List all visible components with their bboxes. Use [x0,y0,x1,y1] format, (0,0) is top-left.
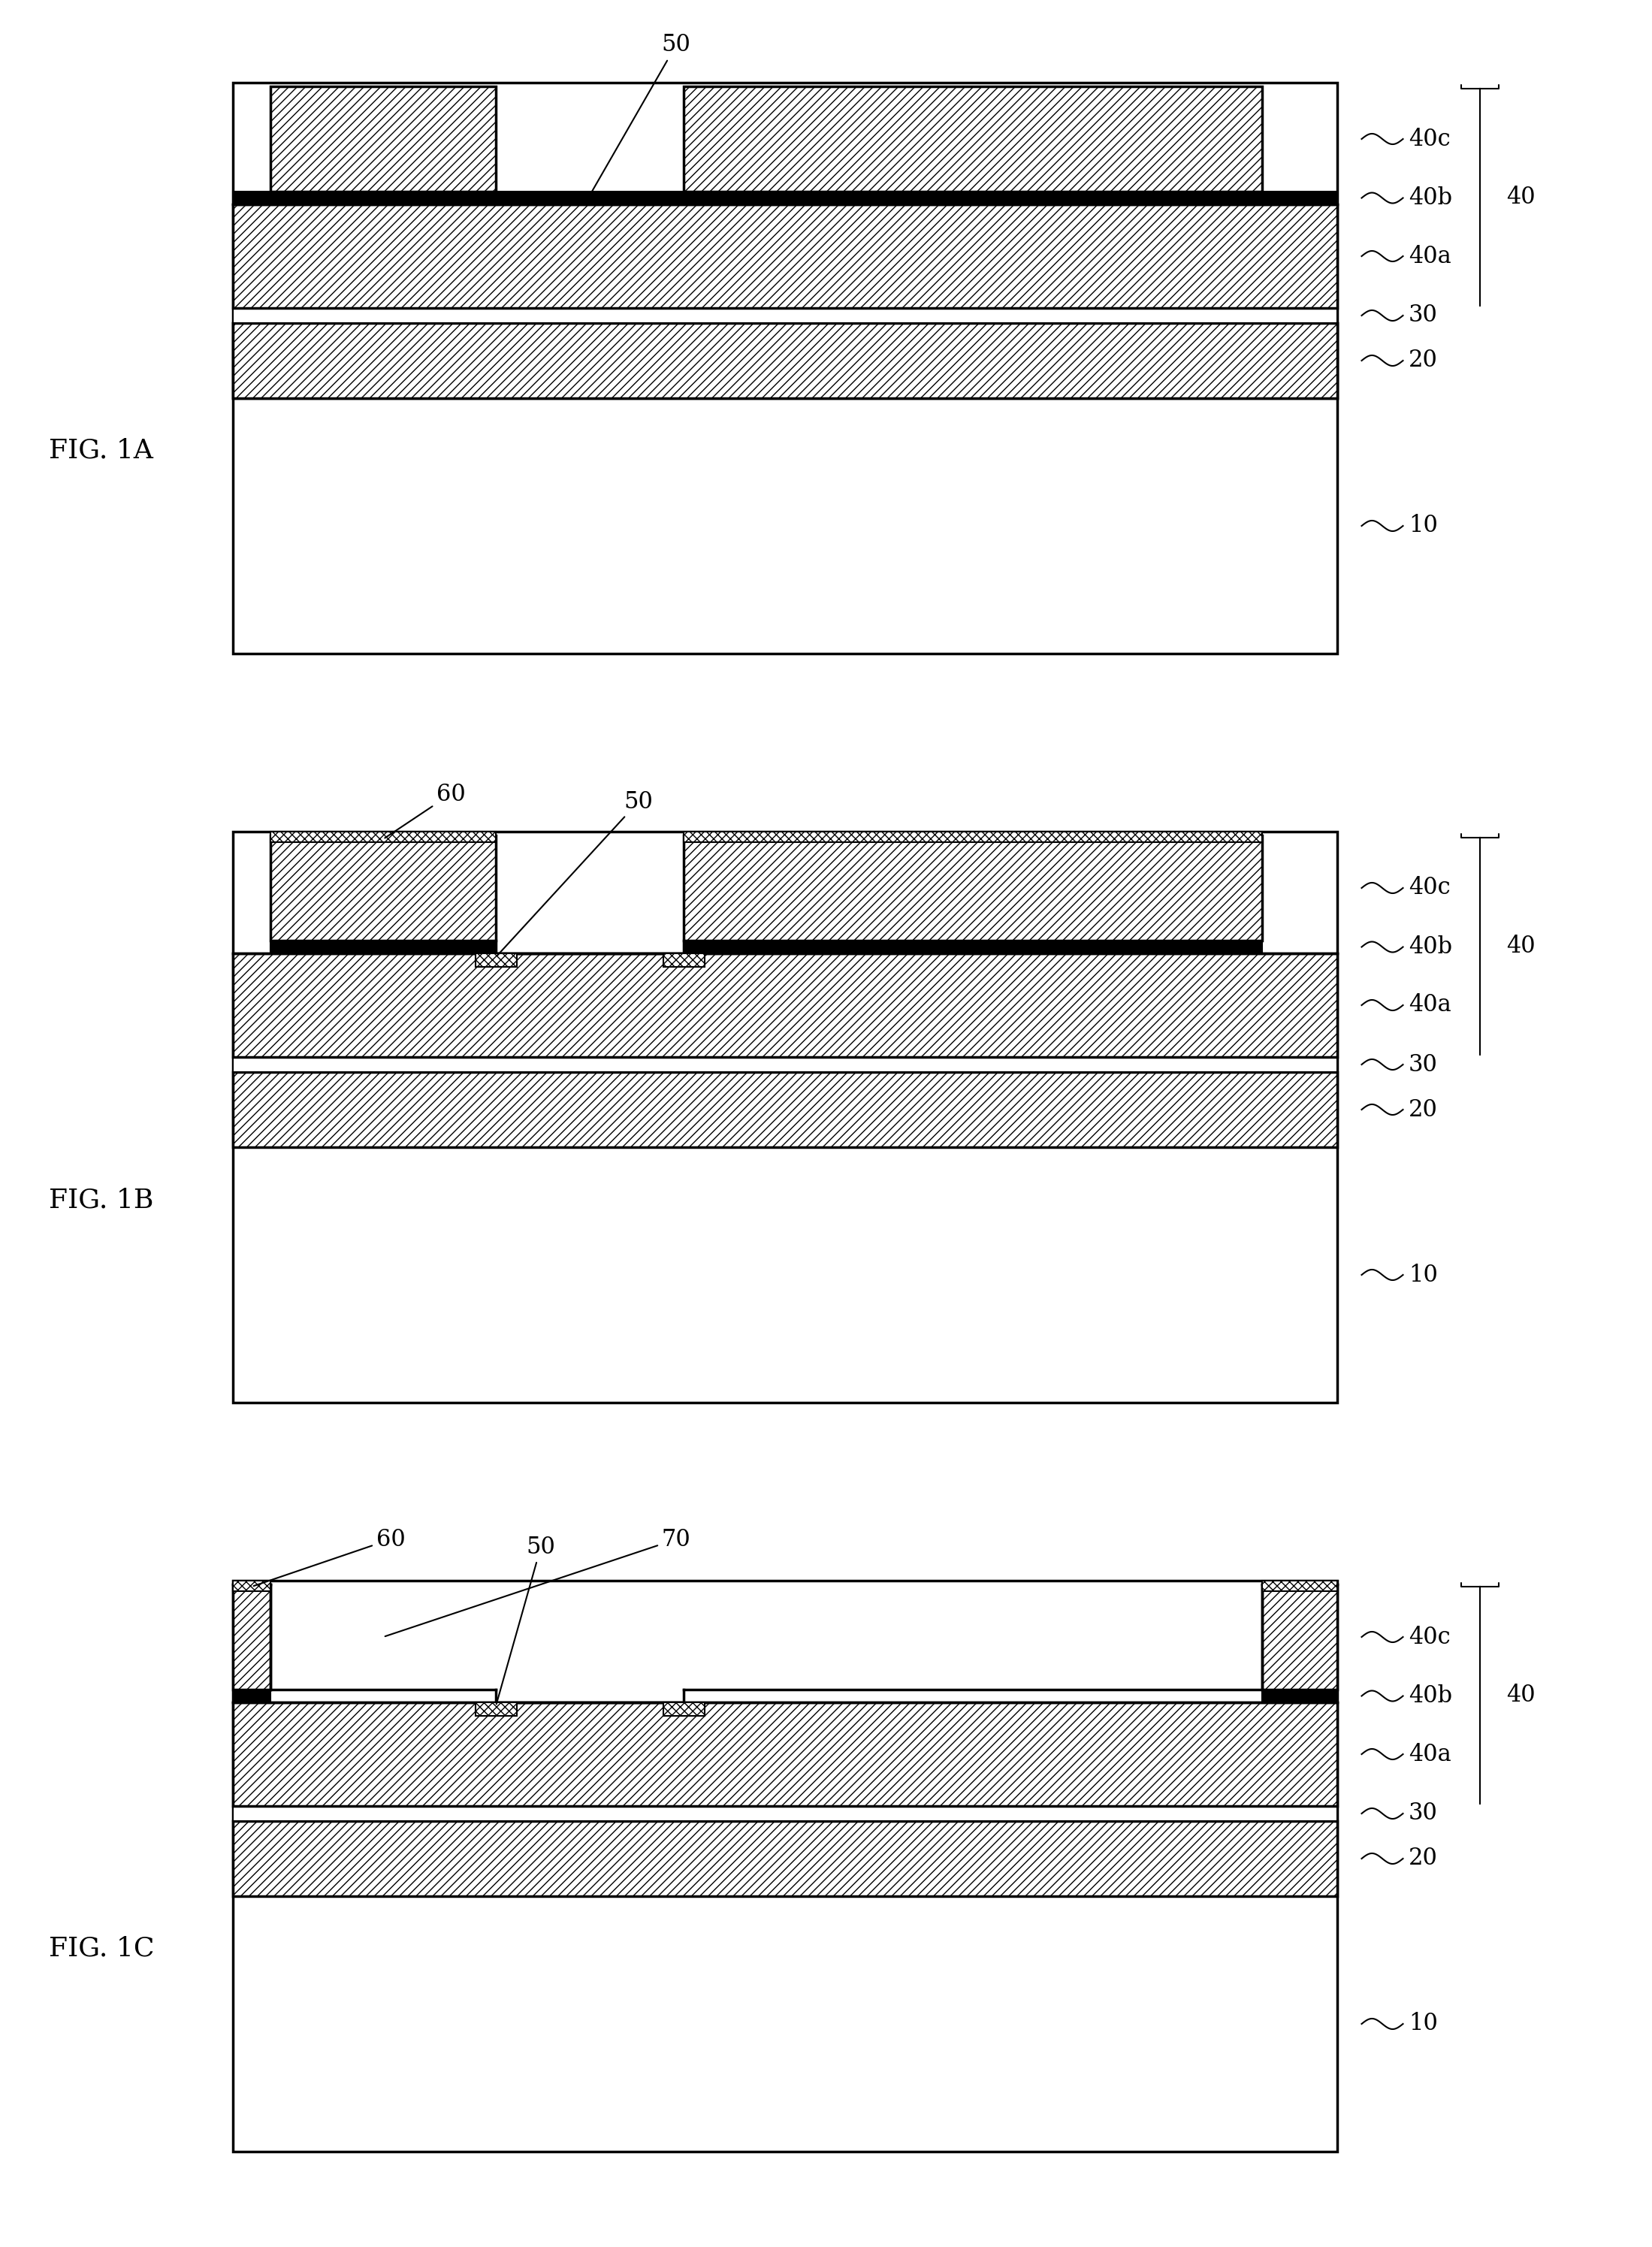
Bar [233,308,1336,324]
Text: 50: 50 [496,1535,555,1703]
Bar [476,953,517,966]
Bar [271,941,496,953]
Bar [233,831,1336,1402]
Text: 40b: 40b [1409,1685,1452,1708]
Bar [233,1820,1336,1896]
Bar [233,953,1336,1056]
Text: FIG. 1C: FIG. 1C [50,1937,154,1962]
Bar [664,1703,705,1717]
Text: 50: 50 [591,34,691,193]
Text: 40: 40 [1507,187,1535,209]
Text: 20: 20 [1409,1099,1437,1121]
Bar [664,953,705,966]
Bar [233,1807,1336,1820]
Text: 60: 60 [385,782,466,838]
Bar [233,1690,271,1703]
Bar [233,1580,1336,2153]
Text: 40a: 40a [1409,1741,1450,1766]
Bar [684,831,1262,843]
Text: 40: 40 [1507,935,1535,957]
Text: FIG. 1A: FIG. 1A [50,438,154,463]
Text: 30: 30 [1409,303,1437,328]
Text: 40c: 40c [1409,876,1450,899]
Bar [1262,1580,1336,1591]
Bar [233,204,1336,308]
Bar [684,836,1262,941]
Bar [233,1072,1336,1148]
Bar [233,1703,1336,1807]
Text: 60: 60 [254,1528,405,1586]
Bar [233,191,1336,204]
Text: 50: 50 [497,791,653,955]
Text: 40a: 40a [1409,993,1450,1018]
Bar [271,836,496,941]
Text: 30: 30 [1409,1802,1437,1825]
Text: 40b: 40b [1409,187,1452,209]
Bar [271,85,496,191]
Text: 20: 20 [1409,348,1437,373]
Text: 40b: 40b [1409,935,1452,959]
Text: 70: 70 [385,1528,691,1636]
Text: 10: 10 [1409,1263,1437,1288]
Bar [1262,1690,1336,1703]
Text: 30: 30 [1409,1054,1437,1076]
Text: FIG. 1B: FIG. 1B [50,1186,154,1213]
Bar [233,83,1336,654]
Bar [684,941,1262,953]
Bar [233,324,1336,398]
Text: 40c: 40c [1409,1625,1450,1649]
Bar [233,1580,271,1591]
Text: 40c: 40c [1409,128,1450,151]
Text: 10: 10 [1409,2013,1437,2036]
Bar [684,85,1262,191]
Text: 10: 10 [1409,515,1437,537]
Bar [233,1056,1336,1072]
Bar [233,1584,271,1690]
Text: 40: 40 [1507,1683,1535,1708]
Text: 20: 20 [1409,1847,1437,1870]
Text: 40a: 40a [1409,245,1450,267]
Bar [271,831,496,843]
Bar [1262,1584,1336,1690]
Bar [233,324,1336,398]
Bar [476,1703,517,1717]
